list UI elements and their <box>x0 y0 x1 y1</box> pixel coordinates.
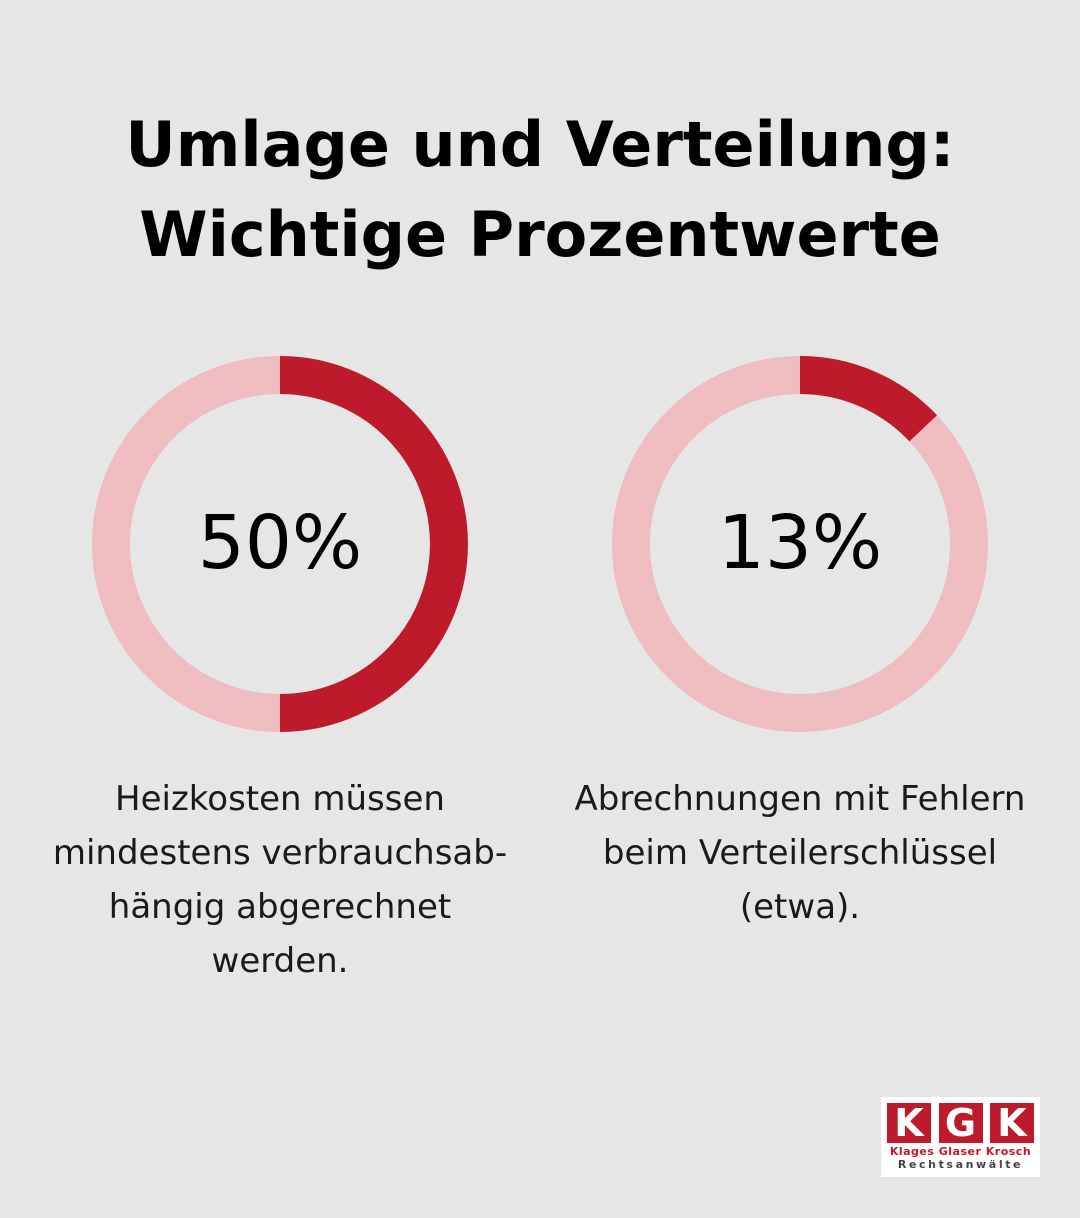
caption-2: Abrechnungen mit Fehlern beim Verteilers… <box>550 772 1050 934</box>
caption-1-line: hängig abgerechnet <box>108 887 452 927</box>
donut-value-arc-2 <box>799 356 938 442</box>
caption-2-line: (etwa). <box>739 887 861 927</box>
title-line-1: Umlage und Verteilung: <box>125 108 955 181</box>
donut-chart-1: 50% <box>92 355 468 733</box>
donut-value-arc-1 <box>279 356 468 732</box>
logo-letter-k2: K <box>990 1103 1034 1143</box>
donut-svg-2 <box>612 356 988 732</box>
caption-2-line: Abrechnungen mit Fehlern <box>574 779 1026 819</box>
caption-2-line: beim Verteilerschlüssel <box>602 833 998 873</box>
donut-svg-1 <box>92 356 468 732</box>
page-title: Umlage und Verteilung: Wichtige Prozentw… <box>0 100 1080 280</box>
percentage-value-2: 13% <box>717 500 883 586</box>
donut-chart-2: 13% <box>612 355 988 733</box>
title-line-2: Wichtige Prozentwerte <box>139 198 941 271</box>
logo-subtitle: Rechtsanwälte <box>897 1158 1024 1171</box>
caption-1: Heizkosten müssen mindestens verbrauchsa… <box>30 772 530 988</box>
kgk-logo: K G K Klages Glaser Krosch Rechtsanwälte <box>881 1097 1040 1177</box>
logo-partner-names: Klages Glaser Krosch <box>889 1145 1032 1158</box>
caption-1-line: werden. <box>211 941 349 981</box>
caption-1-line: mindestens verbrauchsab- <box>52 833 508 873</box>
logo-letter-g: G <box>938 1103 983 1143</box>
logo-letter-k1: K <box>887 1103 931 1143</box>
percentage-value-1: 50% <box>197 500 363 586</box>
logo-letters: K G K <box>887 1103 1034 1143</box>
caption-1-line: Heizkosten müssen <box>115 779 445 819</box>
